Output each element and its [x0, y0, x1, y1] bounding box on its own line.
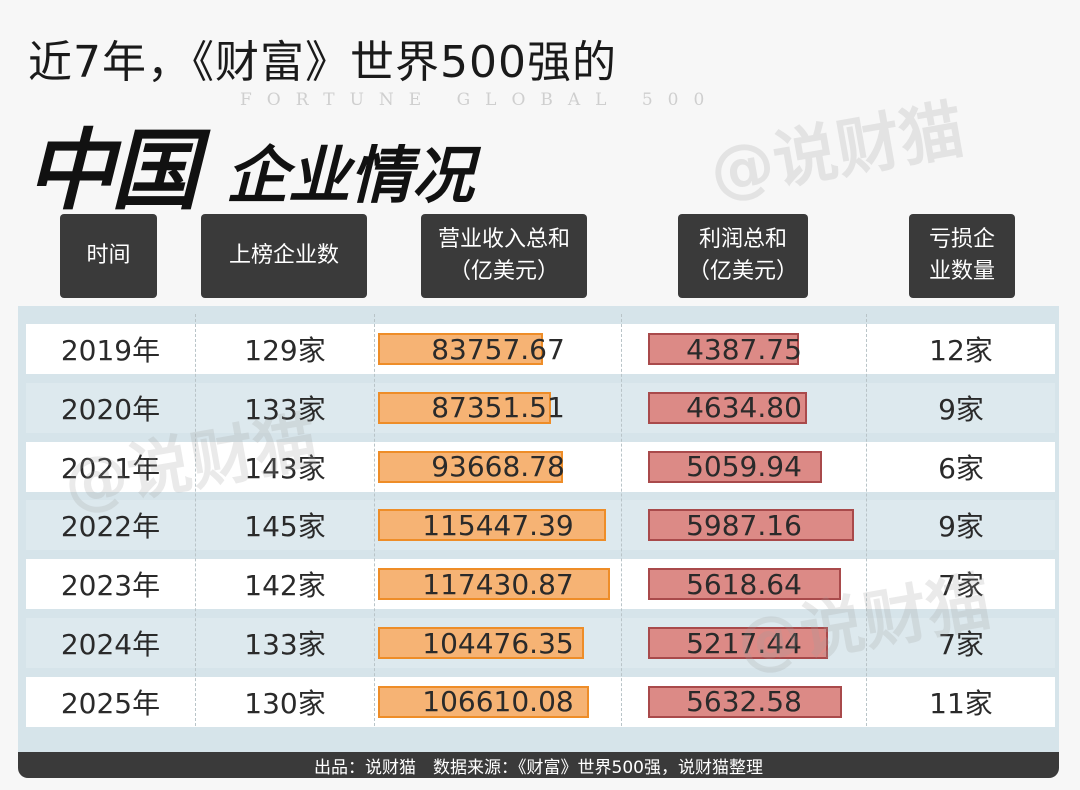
subtitle-english: FORTUNE GLOBAL 500 [240, 90, 720, 110]
footer-source: 出品：说财猫 数据来源：《财富》世界500强，说财猫整理 [18, 752, 1059, 778]
count-cell: 133家 [244, 392, 326, 426]
header-profit: 利润总和 （亿美元） [678, 214, 808, 298]
revenue-bar [378, 509, 607, 542]
loss-count-cell: 7家 [938, 569, 984, 603]
header-revenue-label-line2: （亿美元） [448, 259, 559, 284]
year-cell: 2025年 [60, 686, 161, 720]
header-count-label: 上榜企业数 [228, 243, 339, 268]
column-divider [374, 314, 375, 726]
loss-count-cell: 6家 [938, 451, 984, 485]
profit-bar [648, 627, 828, 659]
profit-value: 4387.75 [686, 332, 802, 366]
profit-value: 5217.44 [686, 626, 802, 660]
profit-value: 5059.94 [686, 450, 802, 484]
header-loss-label-line1: 亏损企 [928, 227, 995, 252]
count-cell: 142家 [244, 569, 326, 603]
title-small: 企业情况 [226, 139, 475, 212]
header-count: 上榜企业数 [201, 214, 367, 298]
count-cell: 143家 [244, 451, 326, 485]
header-profit-label-line2: （亿美元） [687, 259, 798, 284]
loss-count-cell: 12家 [929, 334, 993, 367]
year-cell: 2019年 [60, 334, 161, 367]
year-cell: 2024年 [60, 628, 161, 661]
revenue-value: 83757.67 [431, 332, 565, 366]
profit-value: 5632.58 [686, 685, 802, 719]
column-divider [866, 314, 867, 726]
year-cell: 2022年 [60, 510, 161, 544]
profit-bar [648, 391, 808, 424]
count-cell: 133家 [244, 628, 326, 661]
loss-count-cell: 9家 [938, 392, 984, 426]
profit-bar [648, 450, 823, 483]
revenue-bar [378, 685, 589, 718]
profit-value: 5987.16 [686, 508, 802, 542]
revenue-value: 93668.78 [431, 450, 565, 484]
profit-value: 4634.80 [686, 391, 802, 425]
loss-count-cell: 11家 [929, 686, 993, 720]
profit-bar [648, 509, 854, 542]
year-cell: 2021年 [60, 451, 161, 485]
count-cell: 129家 [244, 334, 326, 367]
header-revenue: 营业收入总和 （亿美元） [421, 214, 587, 298]
revenue-bar [378, 333, 544, 365]
watermark: @说财猫 [704, 93, 970, 211]
header-loss-label-line2: 业数量 [928, 259, 995, 284]
profit-bar [648, 685, 842, 718]
column-divider [621, 314, 622, 726]
loss-count-cell: 9家 [938, 510, 984, 544]
profit-bar [648, 333, 799, 365]
title-line1: 近7年，《财富》世界500强的 [28, 37, 617, 88]
header-profit-label-line1: 利润总和 [698, 227, 787, 252]
profit-bar [648, 568, 842, 601]
profit-value: 5618.64 [686, 567, 802, 601]
year-cell: 2023年 [60, 569, 161, 603]
year-cell: 2020年 [60, 392, 161, 426]
revenue-value: 115447.39 [422, 508, 574, 542]
revenue-value: 106610.08 [422, 685, 574, 719]
revenue-bar [378, 450, 564, 483]
column-divider [195, 314, 196, 726]
title-big: 中国 [26, 119, 199, 222]
header-year: 时间 [60, 214, 157, 298]
count-cell: 145家 [244, 510, 326, 544]
revenue-value: 87351.51 [431, 391, 565, 425]
header-year-label: 时间 [86, 243, 131, 268]
revenue-bar [378, 391, 551, 424]
revenue-bar [378, 627, 585, 659]
revenue-value: 104476.35 [422, 626, 574, 660]
revenue-bar [378, 568, 610, 601]
header-revenue-label-line1: 营业收入总和 [437, 227, 570, 252]
header-loss: 亏损企 业数量 [909, 214, 1015, 298]
loss-count-cell: 7家 [938, 628, 984, 661]
revenue-value: 117430.87 [422, 567, 574, 601]
count-cell: 130家 [244, 686, 326, 720]
